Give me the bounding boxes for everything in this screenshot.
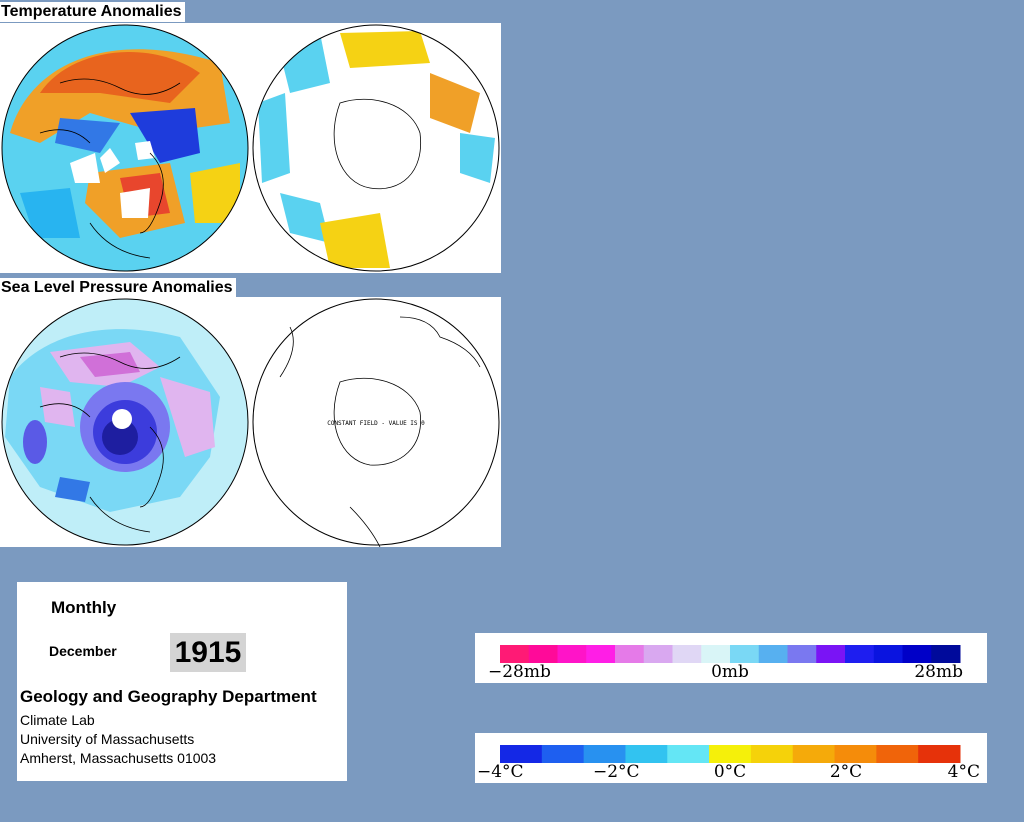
temperature-southern-hemisphere-map [252,24,500,272]
temperature-legend-label-4: 4°C [948,762,980,782]
temperature-legend-swatch [709,745,752,763]
temperature-legend-swatch [834,745,877,763]
pressure-legend-swatch [873,645,903,663]
pressure-legend-swatch [500,645,530,663]
pressure-legend-swatch [528,645,558,663]
pressure-legend: −28mb 0mb 28mb [475,633,987,683]
pressure-legend-colorbar [500,645,961,663]
constant-field-note: CONSTANT FIELD - VALUE IS 0 [327,420,425,427]
pressure-legend-swatch [787,645,817,663]
info-box: Monthly December 1915 Geology and Geogra… [17,582,347,781]
temperature-legend-label-2: 2°C [830,762,862,782]
temperature-legend-swatch [541,745,585,763]
pressure-legend-swatch [902,645,932,663]
university-label: University of Massachusetts [20,731,195,747]
lab-label: Climate Lab [20,712,95,728]
pressure-legend-swatch [615,645,645,663]
temperature-legend-swatch [792,745,836,763]
pressure-legend-swatch [557,645,587,663]
temperature-maps-panel [0,23,501,273]
mode-label: Monthly [51,598,117,617]
temperature-legend-colorbar [500,745,961,763]
temperature-legend-swatch [583,745,626,763]
pressure-title: Sea Level Pressure Anomalies [0,278,236,298]
temperature-legend-swatch [625,745,668,763]
department-label: Geology and Geography Department [20,687,317,706]
temperature-legend-swatch [918,745,961,763]
pressure-legend-swatch [643,645,673,663]
temperature-legend-swatch [876,745,919,763]
pressure-maps-panel: CONSTANT FIELD - VALUE IS 0 [0,297,501,547]
address-label: Amherst, Massachusetts 01003 [20,750,217,766]
temperature-northern-hemisphere-map [1,24,249,272]
temperature-legend-swatch [667,745,710,763]
pressure-northern-hemisphere-map [1,298,249,546]
temperature-legend-label-m4: −4°C [477,762,524,782]
temperature-legend: −4°C −2°C 0°C 2°C 4°C [475,733,987,783]
pressure-legend-label-max: 28mb [914,662,963,682]
temperature-legend-swatch [750,745,794,763]
pressure-legend-swatch [672,645,702,663]
pressure-legend-swatch [701,645,731,663]
pressure-legend-swatch [758,645,788,663]
temperature-legend-label-m2: −2°C [593,762,640,782]
pressure-legend-swatch [931,645,961,663]
pressure-legend-swatch [730,645,760,663]
month-label: December [49,643,117,659]
temperature-legend-label-0: 0°C [714,762,746,782]
pressure-legend-swatch [816,645,846,663]
temperature-title: Temperature Anomalies [0,2,185,22]
temperature-legend-swatch [500,745,543,763]
pressure-southern-hemisphere-map: CONSTANT FIELD - VALUE IS 0 [252,298,500,547]
pressure-legend-swatch [586,645,616,663]
pressure-legend-label-zero: 0mb [711,662,749,682]
year-display: 1915 [170,633,246,672]
pressure-legend-label-min: −28mb [488,662,551,682]
pressure-legend-swatch [845,645,875,663]
